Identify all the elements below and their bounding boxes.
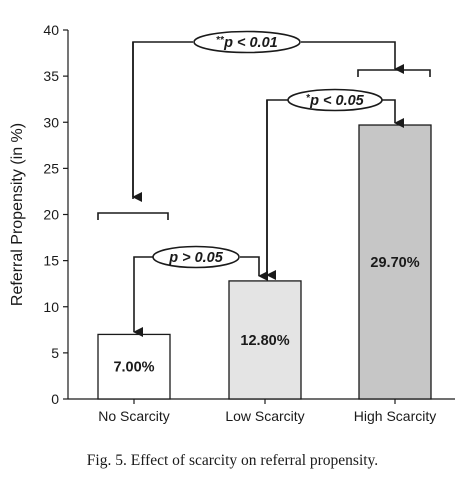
x-tick-label: High Scarcity: [354, 408, 436, 424]
annot-line-right-p005: [382, 99, 404, 128]
bar-value-label: 7.00%: [113, 360, 154, 376]
annot-p001-label: **p < 0.01: [216, 35, 277, 51]
bracket-low-high: [357, 69, 431, 77]
y-tick-label: 30: [43, 114, 59, 130]
annot-p001-text: p < 0.01: [223, 35, 278, 51]
y-tick-label: 35: [43, 68, 59, 84]
bracket-no-scarcity: [97, 212, 169, 220]
bar-chart: 0 5 10 15 20 25 30 35 40 Referral Propensity (in …: [9, 22, 455, 424]
annot-line-left-p001: [132, 41, 193, 199]
y-tick-label: 40: [43, 22, 59, 38]
bar: [358, 124, 432, 400]
annot-pns-text: p > 0.05: [168, 250, 224, 266]
bar-value-label: 12.80%: [240, 333, 289, 349]
annot-p001-oval: [193, 30, 301, 54]
y-tick-label: 5: [51, 345, 59, 361]
annot-line-right-p001: [301, 41, 404, 74]
annot-p005-text: p < 0.05: [309, 93, 365, 109]
annot-line-left-pns: [133, 256, 153, 337]
bar-value-label: 29.70%: [370, 255, 419, 271]
bar: [97, 333, 171, 400]
y-tick-label: 25: [43, 160, 59, 176]
y-tick-label: 10: [43, 299, 59, 315]
y-tick-label: 0: [51, 391, 59, 407]
annot-line-left-p005: [266, 99, 288, 275]
x-tick-label: Low Scarcity: [225, 408, 304, 424]
annot-pns-label: p > 0.05: [168, 250, 224, 266]
x-tick-label: No Scarcity: [98, 408, 170, 424]
annot-line-right-pns: [240, 256, 268, 281]
y-axis-label: Referral Propensity (in %): [9, 123, 26, 306]
annot-p005-stars: *: [306, 93, 310, 104]
figure-caption: Fig. 5. Effect of scarcity on referral p…: [86, 452, 379, 469]
bar: [228, 280, 302, 400]
annot-p005-oval: [287, 88, 383, 112]
annot-pns-oval: [152, 245, 240, 269]
annot-p005-label: *p < 0.05: [306, 93, 364, 109]
y-tick-label: 15: [43, 253, 59, 269]
annot-p001-stars: **: [216, 35, 224, 46]
y-tick-label: 20: [43, 207, 59, 223]
